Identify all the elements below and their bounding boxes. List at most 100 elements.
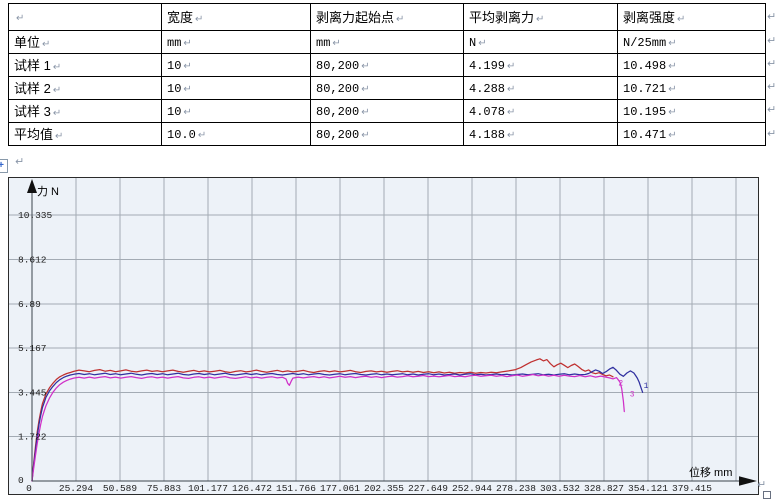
cell-text: 80,200 (316, 59, 360, 73)
y-axis-title: 力 N (37, 186, 59, 198)
cell-return-icon: ↵ (668, 130, 677, 141)
cell-return-icon: ↵ (507, 130, 516, 141)
cell-text: 80,200 (316, 82, 360, 96)
row-end-return-icon: ↵ (767, 103, 776, 116)
table-cell[interactable]: 10.721 ↵ (617, 76, 766, 100)
cell-text: 10.721 (623, 82, 667, 96)
cell-text: 10 (167, 82, 182, 96)
table-cell[interactable]: 10.498 ↵ (617, 53, 766, 77)
cell-return-icon: ↵ (183, 107, 192, 118)
table-row: 单位 ↵ mm ↵ mm ↵ N ↵ N/25mm ↵ (8, 30, 766, 54)
results-table[interactable]: ↵ 宽度 ↵ 剥离力起始点 ↵ 平均剥离力 ↵ 剥离强度 ↵ 单位 ↵ mm ↵ mm ↵ N ↵ N/25mm ↵… (8, 3, 766, 146)
cell-return-icon: ↵ (668, 84, 677, 95)
y-axis-arrow-icon (27, 179, 37, 193)
cell-return-icon: ↵ (677, 14, 686, 25)
table-cell[interactable]: 10.471 ↵ (617, 122, 766, 146)
x-tick-label: 252.944 (452, 483, 492, 494)
cell-text: 4.078 (469, 105, 506, 119)
table-cell[interactable]: 单位 ↵ (8, 30, 162, 54)
table-cell[interactable]: 4.078 ↵ (463, 99, 618, 123)
cell-return-icon: ↵ (507, 107, 516, 118)
chart-border (8, 177, 759, 495)
cell-text: 4.188 (469, 128, 506, 142)
table-cell[interactable]: 10.0 ↵ (161, 122, 311, 146)
x-tick-label: 328.827 (584, 483, 624, 494)
table-cell[interactable]: 80,200 ↵ (310, 76, 464, 100)
cell-return-icon: ↵ (361, 107, 370, 118)
table-header-row: ↵ 宽度 ↵ 剥离力起始点 ↵ 平均剥离力 ↵ 剥离强度 ↵ (8, 3, 766, 31)
curve-end-label: 1 (644, 382, 649, 391)
cell-return-icon: ↵ (195, 14, 204, 25)
cell-return-icon: ↵ (668, 61, 677, 72)
table-cell[interactable]: 80,200 ↵ (310, 99, 464, 123)
cell-return-icon: ↵ (16, 13, 25, 24)
x-axis-arrow-icon (739, 476, 757, 486)
cell-text: 剥离力起始点 (316, 10, 395, 25)
table-cell[interactable]: 80,200 ↵ (310, 122, 464, 146)
x-tick-label: 126.472 (232, 483, 272, 494)
table-cell[interactable]: 10 ↵ (161, 76, 311, 100)
cell-text: 80,200 (316, 128, 360, 142)
curve-end-label: 3 (630, 391, 635, 400)
cell-return-icon: ↵ (536, 14, 545, 25)
y-tick-label: 8.612 (18, 254, 47, 265)
cell-text: 平均剥离力 (469, 10, 535, 25)
cell-text: 10.471 (623, 128, 667, 142)
table-cell[interactable]: 试样 2 ↵ (8, 76, 162, 100)
y-tick-label: 3.445 (18, 387, 47, 398)
row-end-return-icon: ↵ (767, 127, 776, 140)
x-tick-label: 202.355 (364, 483, 404, 494)
force-displacement-chart[interactable]: 1.722 3.445 5.167 6.89 8.612 10.335 25.294 50.5… (8, 177, 759, 495)
table-cell[interactable]: 剥离力起始点 ↵ (310, 3, 464, 31)
x-tick-label: 75.883 (147, 483, 182, 494)
table-cell[interactable]: N/25mm ↵ (617, 30, 766, 54)
table-cell[interactable]: 试样 1 ↵ (8, 53, 162, 77)
cell-text: 10.498 (623, 59, 667, 73)
table-cell[interactable]: 剥离强度 ↵ (617, 3, 766, 31)
table-cell[interactable]: 平均值 ↵ (8, 122, 162, 146)
table-cell[interactable]: 4.199 ↵ (463, 53, 618, 77)
table-row: 试样 2 ↵ 10 ↵ 80,200 ↵ 4.288 ↵ 10.721 ↵ (8, 76, 766, 100)
x-axis-title: 位移 mm (689, 467, 733, 479)
cell-text: 试样 1 (14, 58, 51, 73)
table-cell[interactable]: 平均剥离力 ↵ (463, 3, 618, 31)
cell-text: 4.199 (469, 59, 506, 73)
x-tick-label: 177.061 (320, 483, 360, 494)
cell-return-icon: ↵ (332, 38, 341, 49)
x-tick-label: 25.294 (59, 483, 94, 494)
cell-return-icon: ↵ (52, 108, 62, 119)
cell-text: 平均值 (14, 127, 54, 142)
table-cell[interactable]: mm ↵ (310, 30, 464, 54)
table-cell[interactable]: 宽度 ↵ (161, 3, 311, 31)
table-cell[interactable]: 10 ↵ (161, 99, 311, 123)
paragraph-return-icon: ↵ (15, 155, 25, 168)
table-cell[interactable]: 4.188 ↵ (463, 122, 618, 146)
cell-return-icon: ↵ (361, 130, 370, 141)
table-cell[interactable]: 4.288 ↵ (463, 76, 618, 100)
table-cell[interactable]: 10.195 ↵ (617, 99, 766, 123)
cell-text: N (469, 36, 477, 50)
y-tick-label: 1.722 (18, 432, 47, 443)
table-cell[interactable]: N ↵ (463, 30, 618, 54)
cell-return-icon: ↵ (183, 38, 192, 49)
cell-return-icon: ↵ (183, 84, 192, 95)
y-tick-label: 6.89 (18, 299, 41, 310)
table-cell[interactable]: ↵ (8, 3, 162, 31)
y-tick-label: 10.335 (18, 210, 53, 221)
x-tick-label: 227.649 (408, 483, 448, 494)
table-cell[interactable]: 10 ↵ (161, 53, 311, 77)
cell-text: 10 (167, 59, 182, 73)
cell-return-icon: ↵ (197, 130, 207, 141)
cell-text: 试样 2 (14, 81, 51, 96)
x-tick-label: 303.532 (540, 483, 580, 494)
table-cell[interactable]: mm ↵ (161, 30, 311, 54)
table-cell[interactable]: 试样 3 ↵ (8, 99, 162, 123)
table-cell[interactable]: 80,200 ↵ (310, 53, 464, 77)
x-tick-label: 379.415 (672, 483, 712, 494)
x-tick-label: 151.766 (276, 483, 316, 494)
object-anchor-icon[interactable]: + (0, 159, 8, 173)
cell-text: 4.288 (469, 82, 506, 96)
curve-end-label: 2 (618, 379, 623, 388)
object-handle-square (763, 491, 771, 499)
